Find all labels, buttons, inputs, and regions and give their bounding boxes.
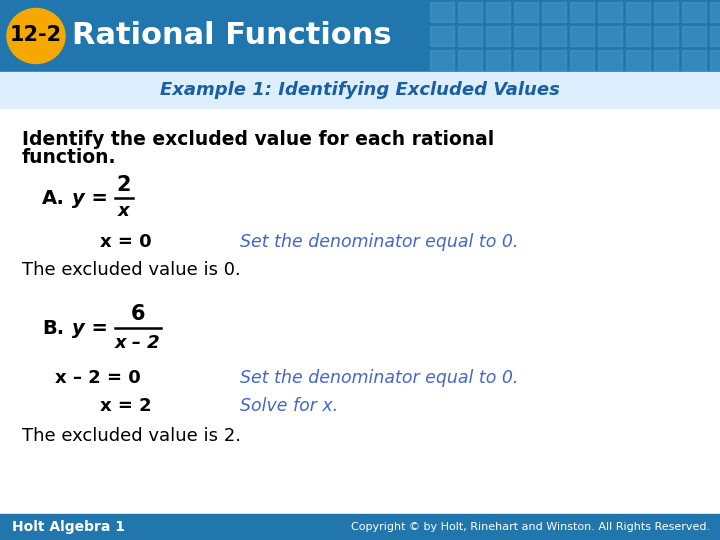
Bar	[430, 50, 454, 70]
Text: Copyright © by Holt, Rinehart and Winston. All Rights Reserved.: Copyright © by Holt, Rinehart and Winsto…	[351, 522, 710, 532]
Text: Example 1: Identifying Excluded Values: Example 1: Identifying Excluded Values	[160, 81, 560, 99]
Bar	[514, 2, 538, 22]
Text: x – 2: x – 2	[115, 334, 161, 352]
Bar	[458, 2, 482, 22]
Bar	[0, 514, 720, 540]
Text: Identify the excluded value for each rational: Identify the excluded value for each rat…	[22, 130, 494, 149]
Text: 6: 6	[131, 304, 145, 324]
Bar	[654, 26, 678, 46]
Bar	[598, 50, 622, 70]
Bar	[458, 50, 482, 70]
Text: y =: y =	[72, 188, 108, 207]
Bar	[654, 50, 678, 70]
Bar	[598, 2, 622, 22]
Bar	[682, 2, 706, 22]
Text: 2: 2	[117, 175, 131, 195]
Bar	[570, 26, 594, 46]
Bar	[542, 50, 566, 70]
Bar	[0, 72, 720, 108]
Text: B.: B.	[42, 319, 64, 338]
Text: y =: y =	[72, 319, 108, 338]
Text: x – 2 = 0: x – 2 = 0	[55, 369, 140, 387]
Text: Rational Functions: Rational Functions	[72, 22, 392, 51]
Bar	[486, 26, 510, 46]
Text: The excluded value is 0.: The excluded value is 0.	[22, 261, 240, 279]
Bar	[682, 26, 706, 46]
Text: x = 2: x = 2	[100, 397, 152, 415]
Text: 12-2: 12-2	[10, 25, 62, 45]
Bar	[570, 2, 594, 22]
Text: x: x	[118, 202, 130, 220]
Text: function.: function.	[22, 148, 117, 167]
Bar	[514, 50, 538, 70]
Text: A.: A.	[42, 188, 65, 207]
Text: Holt Algebra 1: Holt Algebra 1	[12, 520, 125, 534]
Bar	[514, 26, 538, 46]
Bar	[710, 2, 720, 22]
Bar	[0, 0, 720, 72]
Bar	[626, 50, 650, 70]
Bar	[458, 26, 482, 46]
Bar	[570, 50, 594, 70]
Bar	[682, 50, 706, 70]
Bar	[430, 26, 454, 46]
Bar	[486, 50, 510, 70]
Bar	[486, 2, 510, 22]
Bar	[710, 26, 720, 46]
Text: Set the denominator equal to 0.: Set the denominator equal to 0.	[240, 369, 518, 387]
Bar	[430, 2, 454, 22]
Text: x = 0: x = 0	[100, 233, 152, 251]
Ellipse shape	[7, 9, 65, 64]
Bar	[542, 2, 566, 22]
Bar	[710, 50, 720, 70]
Bar	[542, 26, 566, 46]
Bar	[598, 26, 622, 46]
Bar	[626, 2, 650, 22]
Text: Solve for x.: Solve for x.	[240, 397, 338, 415]
Text: Set the denominator equal to 0.: Set the denominator equal to 0.	[240, 233, 518, 251]
Bar	[654, 2, 678, 22]
Text: The excluded value is 2.: The excluded value is 2.	[22, 427, 241, 445]
Bar	[626, 26, 650, 46]
